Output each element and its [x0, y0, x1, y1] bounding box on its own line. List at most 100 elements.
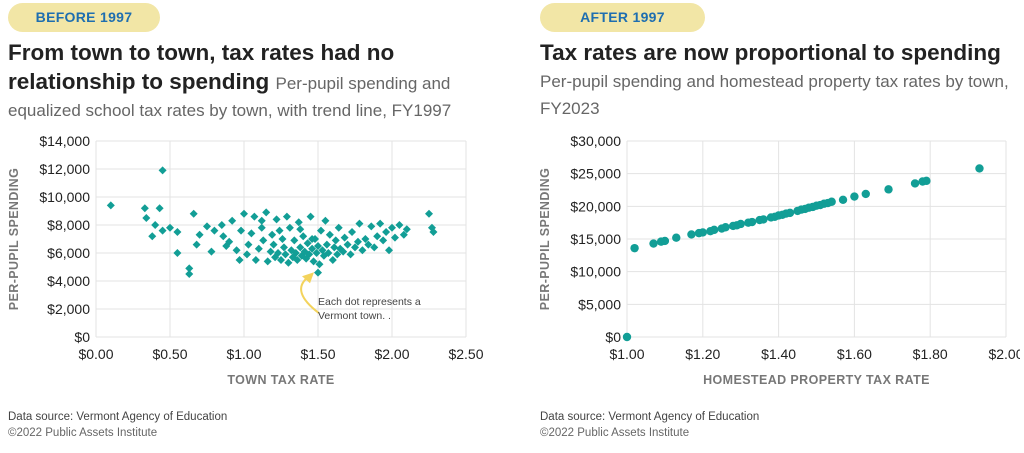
- data-point: [225, 237, 234, 246]
- data-point: [838, 195, 848, 204]
- data-point: [235, 256, 244, 264]
- x-tick-label: $1.40: [761, 346, 796, 362]
- data-point: [361, 235, 370, 243]
- data-point: [257, 216, 266, 225]
- data-point: [861, 189, 870, 199]
- y-tick-label: $8,000: [47, 217, 90, 233]
- data-point: [385, 246, 394, 255]
- data-point: [429, 228, 438, 236]
- x-tick-label: $1.00: [609, 346, 644, 362]
- x-tick-label: $0.00: [78, 346, 113, 362]
- data-point: [303, 239, 312, 248]
- data-point: [240, 209, 248, 218]
- data-point: [850, 192, 859, 201]
- data-point: [353, 237, 362, 246]
- data-point: [340, 233, 349, 242]
- data-point: [244, 240, 253, 249]
- data-point: [294, 218, 303, 227]
- data-point: [192, 240, 201, 249]
- data-point: [316, 226, 325, 235]
- data-point: [672, 233, 681, 242]
- data-point: [343, 240, 352, 249]
- data-point: [346, 250, 355, 259]
- data-point: [698, 228, 707, 237]
- data-point: [333, 250, 342, 259]
- data-point: [173, 228, 182, 236]
- data-point: [151, 221, 160, 229]
- data-point: [281, 250, 290, 259]
- data-point: [185, 270, 194, 278]
- x-tick-label: $1.60: [837, 346, 872, 362]
- data-point: [330, 243, 339, 252]
- left-copyright: ©2022 Public Assets Institute: [8, 427, 158, 439]
- data-point: [709, 225, 719, 235]
- data-point: [300, 247, 309, 256]
- data-point: [296, 243, 305, 252]
- x-axis-title: TOWN TAX RATE: [227, 373, 334, 387]
- data-point: [324, 249, 333, 257]
- data-point: [166, 223, 174, 232]
- data-point: [922, 176, 931, 186]
- data-point: [210, 226, 219, 235]
- annotation-text-line2: Vermont town. .: [318, 310, 391, 322]
- data-point: [308, 244, 317, 253]
- data-point: [785, 208, 795, 218]
- data-point: [402, 225, 411, 234]
- data-point: [364, 240, 373, 249]
- data-point: [388, 223, 396, 232]
- y-tick-label: $6,000: [47, 245, 90, 261]
- after-1997-scatter-chart: $0 $5,000 $10,000 $15,000 $20,000 $25,000 $30,…: [540, 133, 1020, 387]
- data-point: [284, 258, 293, 267]
- after-1997-panel: AFTER 1997 Tax rates are now proportiona…: [540, 0, 1024, 453]
- right-copyright: ©2022 Public Assets Institute: [540, 427, 690, 439]
- right-headline: Tax rates are now proportional to spendi…: [540, 40, 1001, 65]
- data-point: [309, 257, 318, 266]
- y-tick-label: $12,000: [39, 161, 90, 177]
- data-point: [399, 230, 408, 239]
- y-tick-label: $5,000: [578, 296, 621, 312]
- data-point: [106, 201, 115, 210]
- data-point: [314, 268, 322, 277]
- data-point: [278, 235, 287, 243]
- data-point: [325, 230, 334, 239]
- data-point: [257, 223, 266, 232]
- data-point: [158, 226, 167, 235]
- data-point: [275, 226, 284, 235]
- data-point: [299, 232, 308, 241]
- data-point: [721, 223, 730, 232]
- data-point: [736, 219, 745, 229]
- before-1997-panel: BEFORE 1997 From town to town, tax rates…: [8, 0, 508, 453]
- data-point: [312, 249, 321, 257]
- data-point: [250, 212, 259, 221]
- data-point: [370, 243, 379, 252]
- data-point: [140, 204, 149, 213]
- data-point: [339, 247, 348, 256]
- data-point: [910, 179, 920, 188]
- data-point: [189, 209, 198, 218]
- y-tick-label: $20,000: [570, 198, 621, 214]
- data-point: [373, 232, 382, 241]
- data-point: [195, 230, 204, 239]
- x-tick-label: $1.20: [685, 346, 720, 362]
- data-point: [293, 256, 302, 264]
- y-tick-label: $0: [605, 329, 621, 345]
- data-point: [203, 222, 211, 231]
- data-point: [259, 236, 268, 245]
- data-point: [306, 212, 315, 221]
- data-point: [308, 235, 317, 243]
- data-point: [379, 236, 388, 245]
- left-headline-block: From town to town, tax rates had no rela…: [8, 40, 496, 125]
- annotation-arrow: [300, 276, 320, 314]
- data-point: [251, 256, 260, 264]
- data-point: [242, 250, 251, 259]
- data-point: [158, 166, 167, 175]
- data-point: [355, 219, 364, 228]
- data-point: [358, 246, 367, 255]
- data-point: [884, 185, 893, 194]
- after-1997-badge: AFTER 1997: [540, 3, 705, 32]
- data-point: [759, 215, 768, 224]
- data-point: [390, 233, 399, 242]
- data-point: [348, 228, 357, 236]
- data-point: [382, 228, 391, 236]
- data-point: [268, 230, 277, 239]
